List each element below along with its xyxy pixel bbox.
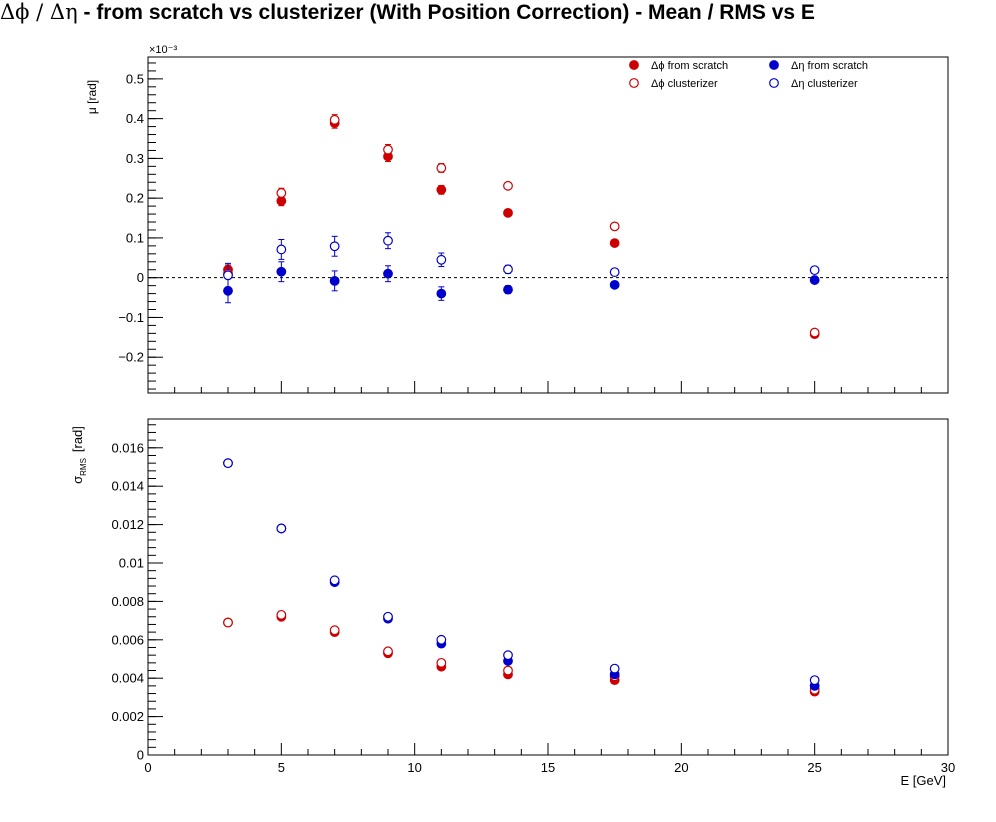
data-point	[809, 675, 820, 686]
series-Δϕ-from-scratch	[223, 611, 820, 697]
data-point	[436, 657, 447, 668]
data-point	[503, 264, 513, 275]
data-point	[329, 114, 340, 125]
y-tick-label: 0.4	[126, 111, 144, 126]
data-point	[809, 327, 820, 338]
y-tick-label: 0.2	[126, 191, 144, 206]
data-point	[383, 646, 393, 657]
data-point	[436, 184, 447, 195]
axis-exponent-label: ×10⁻³	[149, 44, 177, 56]
x-axis-label: E [GeV]	[900, 773, 946, 788]
data-point	[436, 254, 447, 265]
y-tick-label: 0.012	[111, 517, 144, 532]
data-point	[329, 275, 340, 286]
legend-label: Δη clusterizer	[791, 78, 858, 90]
y-tick-label: 0.004	[111, 671, 144, 686]
panel-rms: 0 0.002 0.004 0.006 0.008 0.01 0.012 0.014 0.016…	[70, 418, 955, 788]
series-Δη-clusterizer	[223, 232, 820, 288]
y-tick-label: 0.016	[111, 440, 144, 455]
data-point	[383, 144, 393, 155]
data-point	[383, 235, 393, 246]
y-tick-label: 0.008	[111, 594, 144, 609]
legend-marker	[629, 78, 639, 88]
data-point	[276, 609, 287, 620]
data-point	[223, 270, 233, 281]
data-point	[436, 163, 447, 173]
x-tick-label: 5	[278, 760, 285, 775]
y-axis-label-unit: [rad]	[70, 426, 85, 452]
y-tick-label: 0.3	[126, 151, 144, 166]
data-point	[503, 284, 513, 295]
x-tick-label: 25	[807, 760, 821, 775]
y-tick-label: 0	[137, 270, 144, 285]
legend-marker	[769, 60, 779, 70]
data-point	[276, 266, 287, 277]
series-Δη-from-scratch	[223, 458, 820, 691]
data-point	[276, 244, 287, 255]
y-tick-label: −0.2	[118, 350, 144, 365]
data-point	[383, 268, 393, 279]
chart-title-text: - from scratch vs clusterizer (With Posi…	[77, 1, 815, 24]
chart-title: Δϕ / Δη - from scratch vs clusterizer (W…	[0, 0, 815, 25]
data-point	[503, 650, 513, 661]
y-tick-label: 0.006	[111, 632, 144, 647]
data-point	[276, 188, 287, 198]
legend: Δϕ from scratch Δϕ clusterizer Δη from scr…	[629, 60, 868, 90]
data-point	[609, 238, 620, 248]
y-tick-label: 0.002	[111, 709, 144, 724]
x-tick-label: 15	[541, 760, 555, 775]
data-point	[809, 275, 820, 285]
plot-frame	[147, 56, 949, 394]
data-point	[276, 523, 287, 534]
data-point	[503, 665, 513, 676]
series-Δϕ-clusterizer	[223, 609, 820, 695]
data-point	[329, 575, 340, 586]
data-point	[609, 279, 620, 290]
data-point	[329, 625, 340, 636]
data-point	[609, 663, 620, 674]
legend-label: Δϕ from scratch	[651, 60, 728, 72]
data-point	[503, 207, 513, 218]
data-point	[436, 288, 447, 299]
data-point	[609, 221, 620, 232]
series-Δϕ-clusterizer	[223, 114, 820, 338]
data-point	[609, 267, 620, 278]
y-tick-label: 0	[137, 748, 144, 763]
y-axis-label: σRMS [rad]	[70, 426, 88, 484]
series-Δη-clusterizer	[223, 458, 820, 686]
data-point	[223, 285, 233, 296]
data-point	[223, 617, 233, 628]
x-tick-label: 10	[407, 760, 421, 775]
y-tick-label: 0.014	[111, 479, 144, 494]
y-axis-label-symbol: σ	[70, 476, 85, 484]
data-point	[503, 180, 513, 191]
data-point	[329, 241, 340, 252]
data-point	[436, 634, 447, 645]
data-point	[223, 458, 233, 469]
legend-label: Δη from scratch	[791, 60, 868, 72]
x-tick-label: 0	[144, 760, 151, 775]
plot-frame	[147, 418, 949, 756]
y-tick-label: −0.1	[118, 310, 144, 325]
x-tick-label: 30	[941, 760, 955, 775]
panel-mean: −0.2 −0.1 0 0.1 0.2 0.3 0.4 0.5 μ [rad] ×10⁻³ Δϕ f…	[85, 44, 949, 394]
legend-label: Δϕ clusterizer	[651, 78, 718, 90]
y-tick-label: 0.5	[126, 71, 144, 86]
series-Δϕ-from-scratch	[223, 117, 820, 340]
data-point	[383, 611, 393, 622]
legend-marker	[769, 78, 779, 88]
data-point	[809, 265, 820, 276]
y-axis-label: μ [rad]	[85, 80, 99, 114]
series-Δη-from-scratch	[223, 261, 820, 304]
y-axis-label-subscript: RMS	[79, 458, 88, 476]
y-tick-label: 0.01	[119, 556, 144, 571]
x-tick-label: 20	[674, 760, 688, 775]
legend-marker	[629, 60, 639, 70]
y-tick-label: 0.1	[126, 230, 144, 245]
chart-title-symbols: Δϕ / Δη	[0, 0, 78, 24]
